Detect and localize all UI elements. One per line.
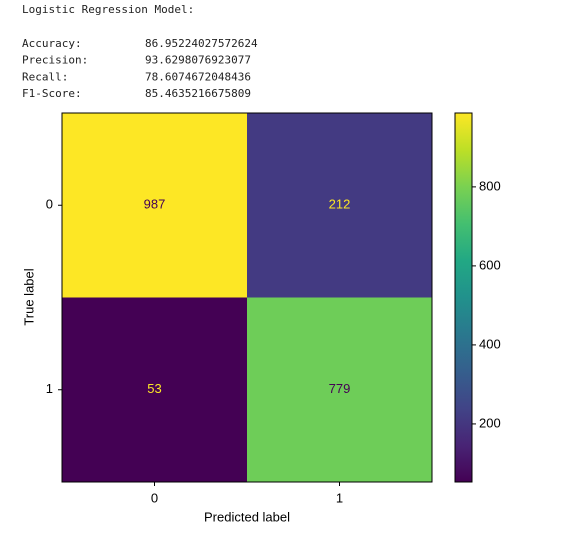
x-axis-label: Predicted label [204,509,290,524]
colorbar-tick-label: 200 [479,415,501,430]
metric-value: 78.6074672048436 [145,70,251,83]
metric-name: Recall: [22,70,68,83]
colorbar-tick-label: 400 [479,336,501,351]
cell [62,113,247,298]
heading: Logistic Regression Model: [22,3,194,16]
cell-value: 53 [147,381,161,396]
cell [247,113,432,298]
metric-value: 85.4635216675809 [145,87,251,100]
y-tick-label: 0 [46,197,53,212]
cell-value: 779 [329,381,351,396]
colorbar-tick-label: 600 [479,257,501,272]
metric-value: 93.6298076923077 [145,54,251,67]
y-tick-label: 1 [46,381,53,396]
y-axis-label: True label [21,268,36,325]
cell [247,297,432,482]
plot-frame [61,112,433,483]
metric-name: F1-Score: [22,87,82,100]
x-tick-label: 0 [151,490,158,505]
cell-value: 212 [329,197,351,212]
colorbar-tick-label: 800 [479,178,501,193]
colorbar [454,112,473,483]
metric-name: Accuracy: [22,37,82,50]
cell-value: 987 [144,197,166,212]
x-tick-label: 1 [336,490,343,505]
metric-value: 86.95224027572624 [145,37,258,50]
metric-name: Precision: [22,54,88,67]
cell [62,297,247,482]
